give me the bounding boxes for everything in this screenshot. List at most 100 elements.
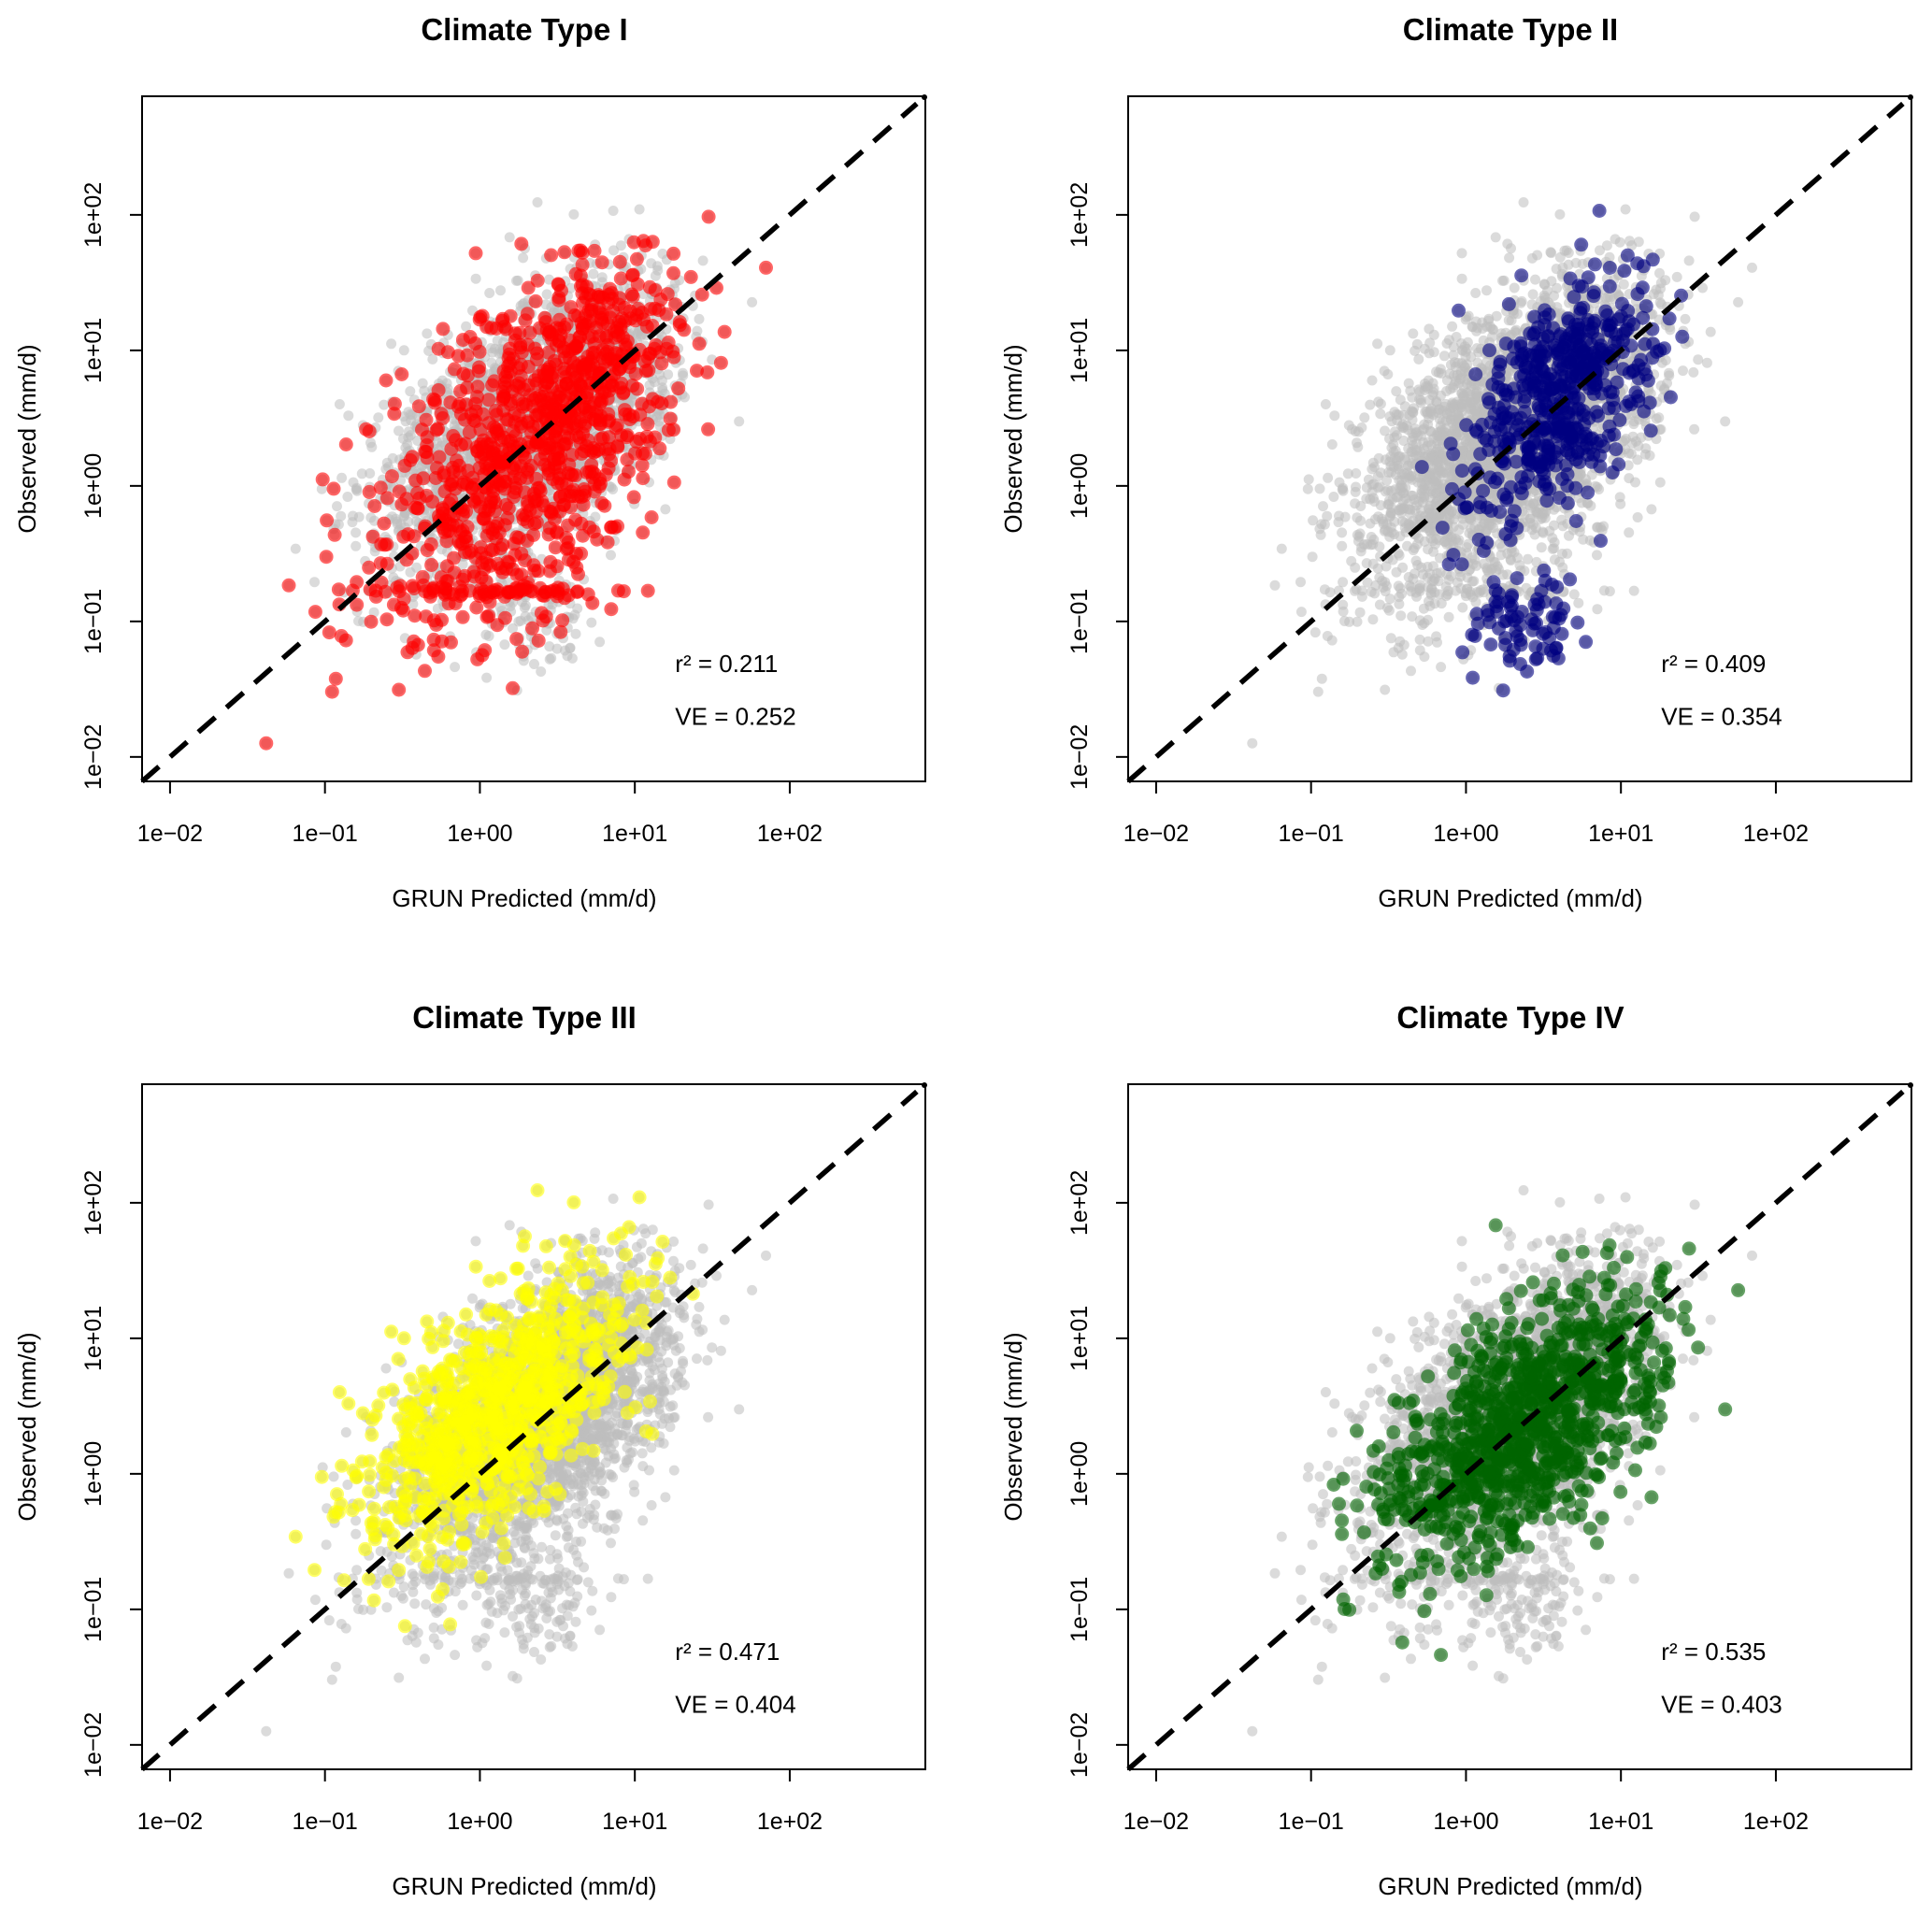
highlight-point: [462, 545, 477, 560]
highlight-point: [418, 584, 433, 599]
background-point: [348, 510, 358, 522]
highlight-point: [577, 482, 592, 496]
background-point: [334, 399, 345, 409]
highlight-point: [597, 498, 612, 513]
highlight-point: [387, 396, 402, 411]
highlight-point: [613, 271, 628, 286]
highlight-point: [542, 521, 557, 536]
background-point: [657, 249, 668, 259]
highlight-point: [587, 243, 602, 258]
highlight-point: [379, 612, 394, 627]
background-point: [565, 642, 576, 653]
background-point: [412, 436, 423, 446]
highlight-point: [498, 497, 513, 512]
highlight-point: [551, 471, 566, 486]
highlight-point: [479, 609, 494, 624]
highlight-point: [590, 532, 605, 547]
points-layer: [1247, 197, 1757, 749]
highlight-point: [460, 380, 475, 395]
highlight-point: [668, 297, 682, 312]
highlight-point: [415, 570, 430, 584]
highlight-point: [552, 387, 567, 402]
highlight-point: [547, 353, 562, 368]
highlight-point: [636, 525, 651, 540]
background-point: [520, 610, 531, 622]
highlight-point: [486, 491, 501, 506]
highlight-point: [455, 333, 470, 348]
highlight-point: [602, 375, 617, 390]
highlight-point: [554, 283, 568, 298]
background-point: [669, 278, 680, 289]
highlight-point: [623, 360, 637, 375]
background-point: [450, 662, 461, 673]
highlight-point: [618, 337, 633, 352]
highlight-point: [599, 330, 614, 345]
highlight-point: [281, 578, 296, 593]
background-point: [678, 370, 689, 381]
background-point: [365, 437, 376, 449]
highlight-point: [350, 597, 365, 612]
highlight-point: [455, 609, 470, 624]
highlight-point: [495, 537, 510, 552]
highlight-point: [586, 441, 601, 455]
x-tick-label: 1e+00: [447, 821, 512, 847]
highlight-point: [585, 350, 600, 365]
highlight-point: [419, 412, 434, 427]
highlight-point: [529, 471, 544, 486]
highlight-point: [636, 234, 651, 249]
highlight-point: [635, 458, 650, 473]
panel-title: Climate Type I: [421, 12, 627, 47]
highlight-point: [666, 246, 681, 261]
highlight-point: [576, 319, 591, 334]
highlight-point: [506, 680, 520, 695]
highlight-point: [418, 444, 433, 459]
highlight-point: [338, 437, 353, 451]
background-point: [373, 412, 384, 423]
highlight-point: [418, 664, 432, 679]
highlight-point: [616, 385, 631, 400]
background-point: [532, 197, 543, 207]
background-point: [342, 492, 353, 502]
background-point: [379, 399, 390, 410]
highlight-point: [319, 550, 334, 565]
highlight-point: [530, 408, 545, 423]
highlight-point: [617, 472, 632, 487]
highlight-point: [642, 279, 657, 294]
highlight-point: [570, 584, 585, 599]
highlight-point: [322, 625, 336, 640]
background-point: [356, 468, 367, 479]
highlight-point: [394, 497, 409, 512]
highlight-point: [451, 458, 466, 473]
background-point: [495, 285, 506, 296]
background-point: [494, 602, 506, 613]
highlight-point: [701, 422, 716, 436]
highlight-point: [648, 430, 663, 445]
highlight-point: [640, 583, 655, 598]
highlight-point: [476, 511, 491, 526]
highlight-point: [644, 510, 659, 524]
background-point: [541, 289, 552, 300]
background-point: [508, 622, 518, 634]
highlight-point: [608, 346, 623, 361]
highlight-point: [395, 603, 410, 618]
highlight-point: [378, 584, 393, 599]
highlight-point: [521, 280, 536, 295]
highlight-point: [575, 246, 590, 260]
highlight-point: [604, 602, 619, 617]
highlight-point: [572, 430, 587, 445]
background-point: [480, 629, 492, 640]
highlight-point: [379, 491, 394, 506]
highlight-point: [434, 570, 449, 585]
highlight-point: [377, 516, 392, 531]
highlight-point: [436, 411, 451, 425]
x-tick-label: 1e−01: [293, 821, 358, 847]
highlight-point: [529, 352, 544, 367]
background-point: [546, 652, 557, 664]
highlight-point: [565, 365, 580, 379]
highlight-point: [547, 452, 562, 467]
y-tick-label: 1e+02: [80, 182, 107, 248]
highlight-point: [472, 360, 486, 375]
highlight-point: [694, 287, 709, 302]
highlight-point: [648, 301, 663, 316]
background-point: [351, 485, 363, 496]
